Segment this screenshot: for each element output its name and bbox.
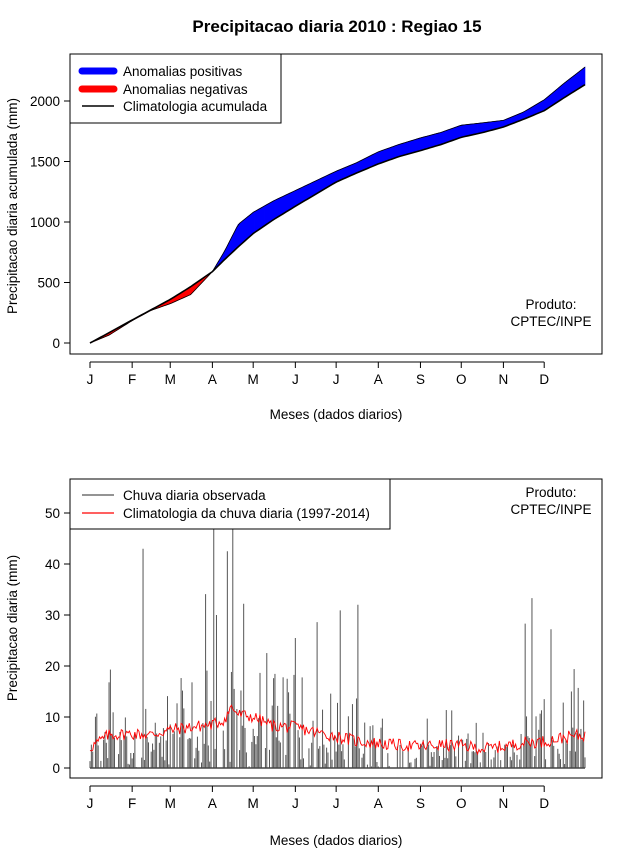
climatology-line-group	[89, 66, 586, 344]
x-tick-label: M	[248, 372, 259, 387]
legend-top: Anomalias positivas Anomalias negativas …	[69, 53, 282, 124]
y-tick-label: 1000	[30, 215, 60, 230]
y-tick-label: 0	[52, 336, 60, 351]
x-tick-label: J	[87, 796, 94, 811]
y-axis-bottom: 0 10 20 30 40 50	[45, 506, 71, 776]
product-note-line1-bottom: Produto:	[525, 485, 576, 500]
x-tick-label: N	[499, 796, 509, 811]
y-tick-label: 20	[45, 659, 60, 674]
daily-climatology-line-group	[89, 704, 586, 756]
x-tick-label: D	[539, 796, 549, 811]
x-tick-label: J	[333, 796, 340, 811]
y-tick-label: 0	[52, 761, 60, 776]
product-note-line2-top: CPTEC/INPE	[510, 314, 591, 329]
legend-box-bottom	[69, 478, 391, 530]
cumulative-chart: 0 500 1000 1500 2000 J F M A M J J A S O N D	[30, 53, 603, 387]
x-tick-label: M	[248, 796, 259, 811]
x-tick-label: S	[416, 372, 425, 387]
x-tick-label: O	[456, 372, 467, 387]
y-tick-label: 1500	[30, 155, 60, 170]
x-tick-label: A	[374, 372, 383, 387]
y-tick-label: 50	[45, 506, 60, 521]
x-tick-label: J	[333, 372, 340, 387]
x-tick-label: J	[87, 372, 94, 387]
positive-anomaly-area	[583, 66, 586, 87]
x-tick-label: F	[128, 796, 136, 811]
x-axis-label-bottom: Meses (dados diarios)	[270, 833, 403, 848]
observed-bars	[89, 487, 586, 769]
y-axis-top: 0 500 1000 1500 2000	[30, 94, 71, 351]
y-axis-label-top: Precipitacao diaria acumulada (mm)	[5, 98, 20, 314]
x-tick-label: S	[416, 796, 425, 811]
legend-label-positive: Anomalias positivas	[123, 64, 243, 79]
x-tick-label: O	[456, 796, 467, 811]
legend-label-observed: Chuva diaria observada	[123, 488, 266, 503]
y-axis-label-bottom: Precipitacao diaria (mm)	[5, 555, 20, 701]
legend-label-daily-climatology: Climatologia da chuva diaria (1997-2014)	[123, 506, 370, 521]
daily-chart: 0 10 20 30 40 50 J F M A M J J A S O N D	[45, 478, 603, 811]
y-tick-label: 2000	[30, 94, 60, 109]
x-axis-label-top: Meses (dados diarios)	[270, 407, 403, 422]
product-note-line1-top: Produto:	[525, 297, 576, 312]
climatology-cumulative-line	[89, 83, 586, 344]
legend-bottom: Chuva diaria observada Climatologia da c…	[69, 478, 391, 530]
y-tick-label: 40	[45, 557, 60, 572]
x-tick-label: J	[292, 372, 299, 387]
legend-label-negative: Anomalias negativas	[123, 82, 248, 97]
daily-climatology-line	[89, 704, 586, 756]
x-tick-label: A	[374, 796, 383, 811]
x-tick-label: F	[128, 372, 136, 387]
y-tick-label: 500	[37, 276, 60, 291]
observed-cumulative-edge	[89, 66, 586, 344]
legend-label-climatology: Climatologia acumulada	[123, 99, 268, 114]
chart-title: Precipitacao diaria 2010 : Regiao 15	[192, 17, 481, 36]
x-tick-label: D	[539, 372, 549, 387]
product-note-line2-bottom: CPTEC/INPE	[510, 502, 591, 517]
x-tick-label: M	[165, 796, 176, 811]
x-tick-label: A	[208, 372, 217, 387]
x-tick-label: N	[499, 372, 509, 387]
y-tick-label: 30	[45, 608, 60, 623]
x-tick-label: J	[292, 796, 299, 811]
x-tick-label: M	[165, 372, 176, 387]
y-tick-label: 10	[45, 710, 60, 725]
x-tick-label: A	[208, 796, 217, 811]
